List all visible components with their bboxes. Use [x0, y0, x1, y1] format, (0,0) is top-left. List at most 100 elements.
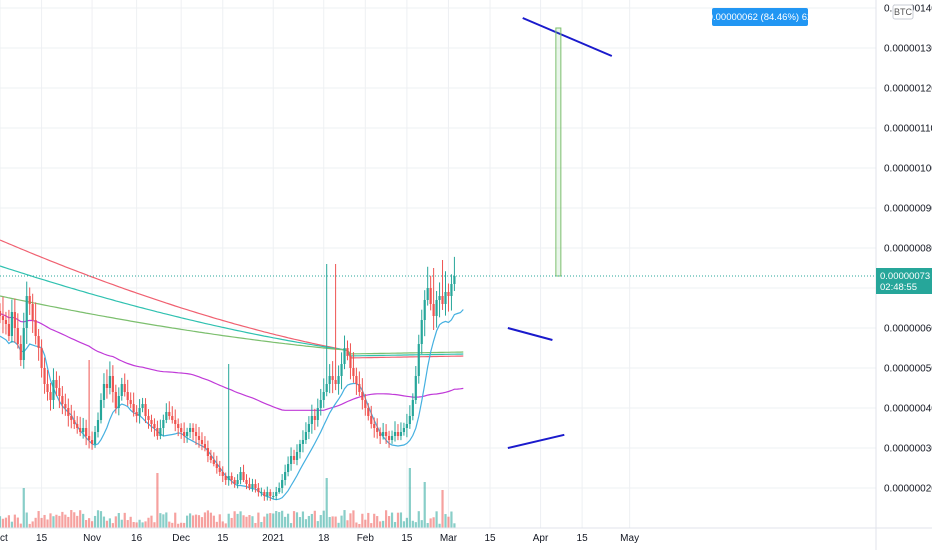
candle-body[interactable] [126, 392, 129, 400]
candle-body[interactable] [191, 428, 195, 432]
candle-body[interactable] [432, 304, 435, 316]
candle-body[interactable] [70, 416, 73, 420]
candle-body[interactable] [286, 464, 290, 472]
candle-body[interactable] [221, 472, 224, 476]
candle-body[interactable] [177, 424, 180, 428]
candle-body[interactable] [16, 328, 19, 344]
candle-body[interactable] [272, 496, 275, 497]
candle-body[interactable] [390, 436, 394, 440]
candle-body[interactable] [209, 456, 212, 460]
candle-body[interactable] [168, 412, 171, 416]
candle-body[interactable] [260, 492, 263, 493]
candle-body[interactable] [93, 432, 97, 444]
candle-body[interactable] [438, 296, 441, 300]
candle-body[interactable] [73, 420, 76, 424]
candle-body[interactable] [153, 424, 156, 428]
candle-body[interactable] [263, 492, 266, 496]
candle-body[interactable] [337, 376, 340, 384]
candle-body[interactable] [183, 432, 186, 436]
candle-body[interactable] [405, 424, 408, 428]
candle-body[interactable] [99, 400, 103, 420]
candle-body[interactable] [22, 328, 25, 360]
candle-body[interactable] [85, 428, 88, 436]
candle-body[interactable] [218, 468, 221, 472]
candle-body[interactable] [141, 404, 144, 408]
candle-body[interactable] [171, 416, 174, 420]
candle-body[interactable] [334, 380, 337, 384]
candle-body[interactable] [224, 476, 227, 480]
candle-body[interactable] [292, 456, 296, 460]
candle-body[interactable] [200, 440, 204, 444]
candle-body[interactable] [379, 432, 382, 436]
candle-body[interactable] [102, 384, 106, 400]
candle-body[interactable] [385, 432, 388, 436]
trendlines[interactable] [507, 17, 613, 449]
candle-body[interactable] [266, 492, 269, 496]
candle-body[interactable] [215, 464, 218, 468]
candle-body[interactable] [382, 432, 385, 436]
candle-body[interactable] [174, 420, 177, 424]
measure-range-bar[interactable] [555, 27, 562, 277]
candle-body[interactable] [64, 404, 67, 408]
candle-body[interactable] [233, 480, 236, 484]
candle-body[interactable] [28, 296, 31, 304]
candle-body[interactable] [242, 472, 245, 480]
candle-body[interactable] [367, 408, 370, 416]
candle-body[interactable] [447, 292, 450, 296]
candle-body[interactable] [186, 432, 189, 436]
candle-body[interactable] [114, 392, 117, 408]
candle-body[interactable] [188, 428, 192, 432]
candle-body[interactable] [281, 480, 284, 488]
candle-body[interactable] [450, 284, 453, 296]
candle-body[interactable] [278, 488, 281, 492]
trendline[interactable] [507, 327, 553, 341]
candle-body[interactable] [361, 392, 364, 400]
candle-body[interactable] [301, 440, 305, 444]
candle-body[interactable] [429, 288, 432, 304]
candle-body[interactable] [31, 304, 34, 320]
candle-body[interactable] [295, 452, 299, 460]
candle-body[interactable] [197, 436, 201, 440]
candle-body[interactable] [331, 376, 334, 380]
candle-body[interactable] [43, 368, 46, 384]
candle-body[interactable] [123, 384, 126, 392]
candle-body[interactable] [316, 408, 319, 420]
candle-body[interactable] [343, 348, 346, 364]
candle-body[interactable] [10, 312, 13, 336]
trendline[interactable] [522, 17, 613, 57]
candle-body[interactable] [310, 416, 313, 424]
candle-body[interactable] [257, 488, 260, 492]
candle-body[interactable] [96, 420, 100, 432]
candle-body[interactable] [349, 356, 352, 368]
candle-body[interactable] [111, 376, 114, 392]
candle-body[interactable] [376, 428, 379, 432]
candle-body[interactable] [269, 492, 272, 496]
candlesticks[interactable] [0, 256, 456, 501]
candle-body[interactable] [159, 428, 162, 436]
time-axis[interactable]: ct 15 Nov 16 Dec 15 2021 18 Feb 15 Mar 15 Apr 15 May [0, 527, 932, 544]
candle-body[interactable] [423, 300, 426, 320]
candle-body[interactable] [435, 300, 438, 316]
candle-body[interactable] [206, 448, 209, 456]
candle-body[interactable] [393, 432, 397, 436]
candle-body[interactable] [248, 484, 251, 488]
candle-body[interactable] [245, 480, 248, 484]
candle-body[interactable] [120, 384, 123, 396]
candle-body[interactable] [138, 408, 141, 416]
candle-body[interactable] [239, 472, 242, 480]
candle-body[interactable] [230, 476, 233, 480]
candle-body[interactable] [180, 428, 183, 432]
candle-body[interactable] [284, 472, 287, 480]
candle-body[interactable] [426, 288, 429, 300]
candle-body[interactable] [1, 316, 5, 320]
candle-body[interactable] [212, 460, 215, 464]
candle-body[interactable] [298, 444, 302, 452]
candle-body[interactable] [373, 424, 376, 428]
candle-body[interactable] [129, 400, 132, 404]
candle-body[interactable] [7, 324, 11, 336]
candle-body[interactable] [396, 432, 400, 436]
candle-body[interactable] [25, 296, 28, 328]
candle-body[interactable] [49, 392, 52, 400]
candle-body[interactable] [79, 428, 82, 432]
